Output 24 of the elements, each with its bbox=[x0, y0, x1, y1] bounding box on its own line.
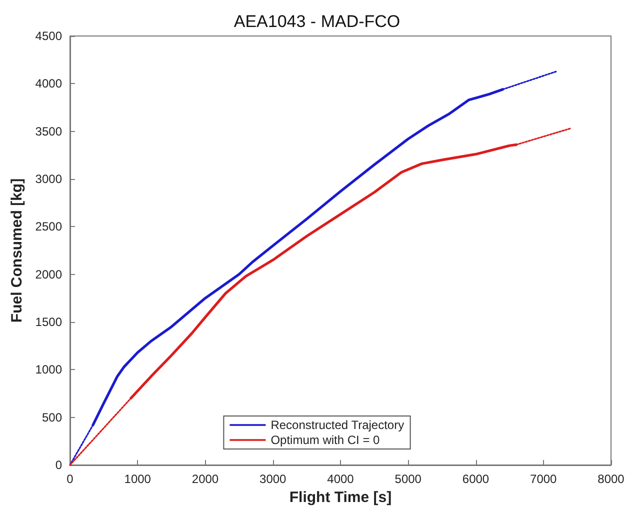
x-axis-title: Flight Time [s] bbox=[289, 488, 392, 506]
y-tick-label: 4500 bbox=[35, 29, 62, 43]
legend-label: Reconstructed Trajectory bbox=[270, 418, 404, 432]
y-tick-label: 2500 bbox=[35, 220, 62, 234]
y-tick-label: 500 bbox=[42, 410, 62, 424]
x-tick-label: 8000 bbox=[598, 472, 625, 486]
x-tick-label: 0 bbox=[66, 472, 74, 486]
x-tick-label: 1000 bbox=[124, 472, 152, 486]
x-tick-label: 4000 bbox=[327, 472, 354, 486]
y-tick-label: 4000 bbox=[35, 76, 62, 91]
x-tick-label: 7000 bbox=[530, 472, 558, 486]
x-tick-label: 3000 bbox=[260, 472, 287, 486]
y-tick-label: 3500 bbox=[35, 124, 62, 138]
y-tick-label: 1500 bbox=[35, 315, 62, 329]
legend-label: Optimum with CI = 0 bbox=[270, 433, 380, 447]
chart-title: AEA1043 - MAD-FCO bbox=[234, 12, 400, 31]
y-tick-label: 2000 bbox=[35, 267, 62, 282]
x-tick-label: 2000 bbox=[192, 472, 219, 486]
y-tick-label: 3000 bbox=[35, 172, 62, 186]
x-tick-label: 5000 bbox=[394, 472, 422, 486]
y-axis-title: Fuel Consumed [kg] bbox=[8, 178, 26, 323]
y-tick-label: 0 bbox=[55, 458, 62, 472]
y-tick-label: 1000 bbox=[35, 362, 62, 377]
x-tick-label: 6000 bbox=[462, 472, 490, 486]
